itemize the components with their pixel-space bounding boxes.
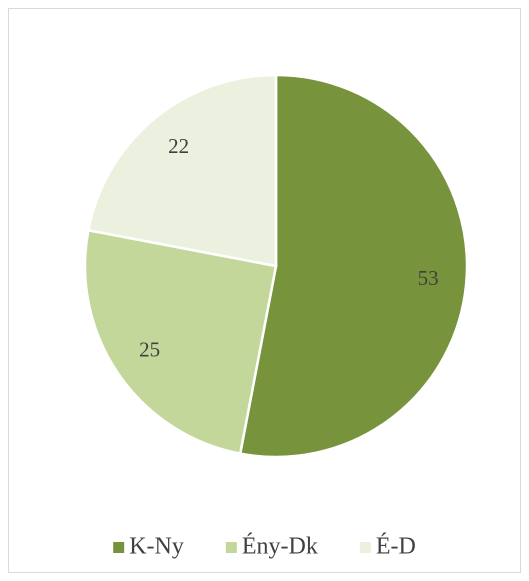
data-label: 22 bbox=[168, 134, 189, 158]
legend-label: É-D bbox=[376, 534, 416, 560]
legend-swatch bbox=[359, 542, 371, 553]
legend-swatch bbox=[113, 542, 125, 553]
pie-slice bbox=[83, 228, 278, 456]
data-label: 25 bbox=[139, 338, 160, 362]
data-label: 53 bbox=[418, 266, 439, 290]
legend-label: Ény-Dk bbox=[242, 534, 318, 560]
pie-slice bbox=[238, 73, 469, 459]
legend-swatch bbox=[225, 542, 237, 553]
pie-slice bbox=[86, 73, 278, 268]
legend-label: K-Ny bbox=[129, 534, 184, 560]
